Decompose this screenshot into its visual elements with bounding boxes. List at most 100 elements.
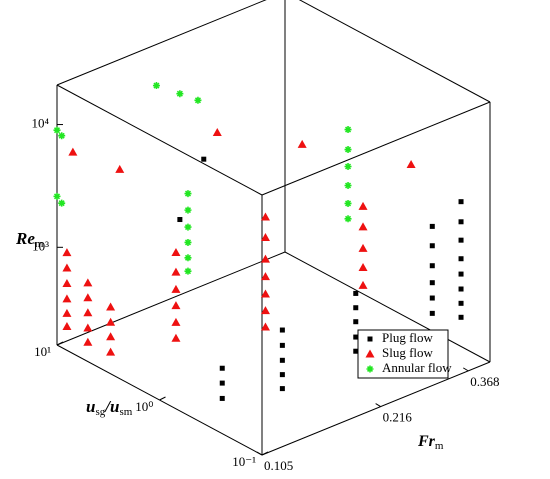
point (219, 380, 225, 386)
legend-label: Slug flow (382, 345, 434, 360)
point (279, 386, 285, 392)
box-edge (298, 0, 491, 103)
ylabel-part: /u (103, 397, 119, 416)
point (406, 159, 416, 168)
ylabel-part: sm (119, 406, 132, 418)
x-tick (463, 367, 469, 372)
point (344, 146, 352, 154)
point (344, 215, 352, 223)
point (260, 232, 270, 241)
point (358, 201, 368, 210)
y-tick (56, 341, 64, 346)
point (184, 238, 192, 246)
point (83, 293, 93, 302)
point (201, 156, 207, 162)
point (68, 147, 78, 156)
point (353, 305, 359, 311)
point (458, 286, 464, 292)
point (358, 222, 368, 231)
zlabel-part: Re (15, 229, 35, 248)
point (344, 182, 352, 190)
x-tick (375, 403, 381, 408)
point (260, 254, 270, 263)
ylabel: usg/usm (86, 397, 133, 418)
box-edge (284, 251, 491, 363)
box-edge (56, 0, 267, 86)
point (184, 267, 192, 275)
point (344, 126, 352, 134)
legend-box (357, 329, 449, 379)
point (260, 272, 270, 281)
xlabel-part: Fr (417, 433, 436, 450)
point (171, 333, 181, 342)
point (62, 263, 72, 272)
xlabel: Frm (417, 433, 444, 452)
point (458, 199, 464, 205)
point (219, 365, 225, 371)
y-tick (159, 396, 166, 401)
point (353, 348, 359, 354)
box-edge (56, 84, 263, 196)
legend-marker (365, 349, 375, 358)
point (279, 327, 285, 333)
point (458, 256, 464, 262)
point (171, 284, 181, 293)
point (171, 301, 181, 310)
y-tick-label: 10⁰ (135, 399, 153, 414)
legend-label: Annular flow (382, 360, 452, 375)
point (260, 289, 270, 298)
xlabel-part: m (435, 440, 444, 452)
legend-marker (366, 365, 374, 373)
point (171, 247, 181, 256)
point (458, 237, 464, 243)
y-tick-label: 10¹ (34, 344, 51, 359)
point (358, 280, 368, 289)
point (458, 300, 464, 306)
point (83, 308, 93, 317)
point (171, 317, 181, 326)
point (353, 319, 359, 325)
point (429, 223, 435, 229)
y-tick-label: 10⁻¹ (232, 454, 256, 469)
point (184, 254, 192, 262)
point (53, 192, 61, 200)
x-tick (256, 451, 263, 456)
ylabel-part: sg (95, 406, 105, 418)
point (83, 323, 93, 332)
point (106, 347, 116, 356)
point (279, 372, 285, 378)
point (83, 278, 93, 287)
point (62, 294, 72, 303)
point (279, 342, 285, 348)
point (458, 271, 464, 277)
point (62, 322, 72, 331)
x-tick-label: 0.216 (383, 410, 413, 425)
point (353, 290, 359, 296)
legend-label: Plug flow (382, 330, 434, 345)
point (429, 263, 435, 269)
point (429, 280, 435, 286)
point (429, 310, 435, 316)
box-edge (261, 361, 491, 456)
point (58, 199, 66, 207)
point (279, 357, 285, 363)
point (344, 199, 352, 207)
box-edge (56, 251, 286, 346)
point (297, 139, 307, 148)
z-tick-label: 10³ (32, 238, 49, 253)
point (58, 132, 66, 140)
point (152, 82, 160, 90)
zlabel: Rem (15, 229, 44, 250)
box-edge (261, 101, 491, 196)
point (62, 248, 72, 257)
point (219, 395, 225, 401)
y-tick (261, 451, 269, 456)
point (429, 295, 435, 301)
zlabel-part: m (35, 238, 44, 250)
point (106, 332, 116, 341)
z-tick-label: 10⁴ (31, 116, 49, 131)
point (62, 308, 72, 317)
point (358, 243, 368, 252)
point (106, 302, 116, 311)
